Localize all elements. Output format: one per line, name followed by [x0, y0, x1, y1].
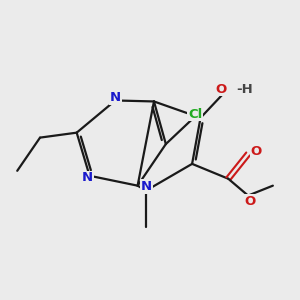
Text: Cl: Cl — [188, 108, 202, 121]
Text: O: O — [216, 82, 227, 96]
Text: O: O — [250, 146, 262, 158]
Text: N: N — [82, 171, 93, 184]
Text: -H: -H — [236, 82, 253, 96]
Text: N: N — [141, 180, 152, 193]
Text: N: N — [110, 92, 121, 104]
Text: O: O — [244, 195, 256, 208]
